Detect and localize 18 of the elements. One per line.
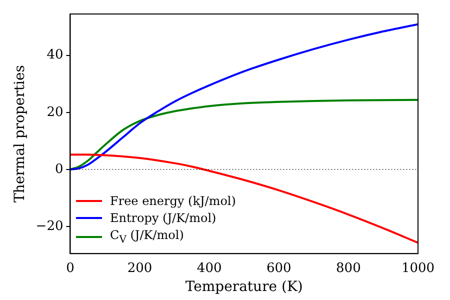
x-tick-label: 800 [336, 260, 361, 276]
y-tick-label: 20 [46, 104, 64, 120]
y-tick-label: −20 [36, 218, 64, 234]
x-tick-label: 400 [196, 260, 222, 276]
y-tick-label: 40 [46, 48, 64, 63]
line-series [70, 98, 418, 170]
y-axis-title: Thermal properties [12, 65, 28, 203]
line-series [70, 23, 418, 170]
x-tick-label: 1000 [401, 260, 435, 276]
legend-label: Free energy (kJ/mol) [110, 192, 236, 210]
legend-label: Entropy (J/K/mol) [110, 210, 216, 227]
x-axis-title: Temperature (K) [185, 279, 303, 296]
x-tick-label: 200 [127, 260, 152, 276]
legend-label: C$_{V}$ (J/K/mol) [110, 226, 184, 247]
x-tick-label: 0 [66, 260, 74, 276]
x-tick-label: 600 [266, 260, 292, 276]
y-tick-label: 0 [54, 162, 64, 177]
line-series [70, 154, 418, 244]
